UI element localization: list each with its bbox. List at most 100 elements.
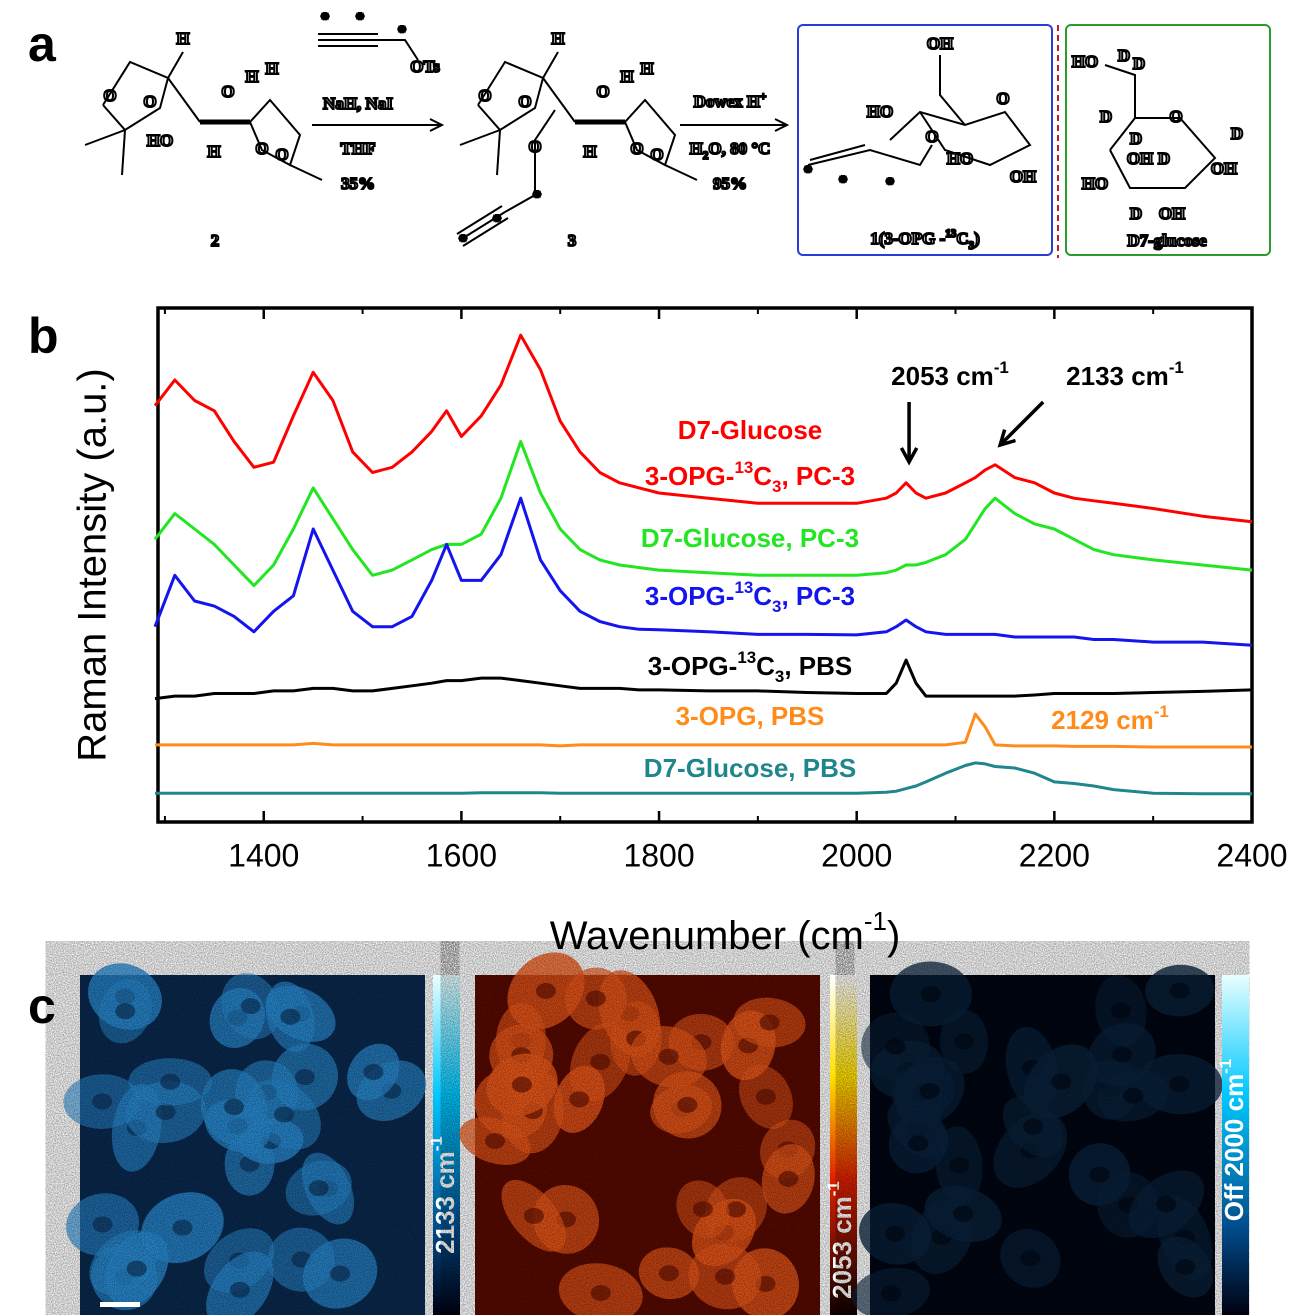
text-part: C [753, 581, 772, 611]
text-part: 1(3-OPG - [870, 229, 945, 248]
x-tick-label: 1600 [426, 837, 497, 873]
arrow [429, 118, 445, 132]
atom-label: H [265, 59, 278, 78]
text-part: 3 [772, 597, 781, 616]
atom-label: H [583, 142, 596, 161]
atom-label: O [275, 145, 288, 164]
colorbar [1222, 975, 1249, 1315]
text-part: C [753, 461, 772, 491]
product-box [797, 24, 1053, 256]
atom-label: HO [1072, 52, 1098, 71]
bond [462, 217, 509, 247]
series-label: 3-OPG-13C3, PC-3 [645, 458, 855, 496]
reaction-condition: NaH, NaI [323, 94, 393, 113]
bond [167, 51, 184, 79]
bond [807, 144, 933, 167]
bond [477, 60, 545, 132]
reaction-condition: H2O, 80 °C [690, 139, 771, 162]
text-part: H [690, 139, 703, 158]
series-label: D7-Glucose [678, 415, 823, 445]
annotation: 2053 cm-1 [891, 358, 1009, 391]
atom-label: D [1231, 124, 1243, 143]
bond [249, 98, 302, 167]
text-part: -1 [1169, 358, 1184, 377]
atom-label: HO [147, 131, 173, 150]
atom-label: O [518, 92, 531, 111]
text-part: 3-OPG, PBS [676, 701, 825, 731]
text-part: , PC-3 [781, 581, 855, 611]
bond [378, 39, 419, 61]
bond [664, 164, 698, 181]
atom-label: D [1130, 129, 1142, 148]
text-part: -1 [1154, 702, 1169, 721]
text-part: 3 [775, 667, 784, 686]
colorbar-label: 2133 cm-1 [427, 1136, 460, 1254]
x-tick-label: 1400 [228, 837, 299, 873]
atom-label: H [176, 29, 189, 48]
atom-label: * [839, 172, 848, 191]
text-part: D7-glucose [1127, 231, 1207, 250]
text-part: 2 [211, 231, 220, 250]
text-part: 3-OPG- [648, 651, 738, 681]
bond [939, 55, 966, 126]
atom-label: * [321, 9, 330, 28]
noise [870, 975, 1215, 1315]
spectrum-line [155, 712, 1252, 749]
atom-label: H [245, 67, 258, 86]
text-part: 35% [341, 174, 375, 193]
text-part: Off 2000 cm [1219, 1074, 1249, 1221]
text-part: 3 [772, 477, 781, 496]
atom-label: O [528, 137, 541, 156]
atom-label: H [551, 29, 564, 48]
bond [459, 211, 506, 241]
atom-label: HO [1082, 174, 1108, 193]
text-part: ) [974, 229, 980, 248]
atom-label: O [925, 127, 938, 146]
atom-label: HO [867, 102, 893, 121]
text-part: 2129 cm [1051, 705, 1154, 735]
spectrum-line [153, 496, 1253, 647]
colorbar [830, 975, 857, 1315]
bond [167, 77, 201, 123]
series-label: 3-OPG-13C3, PBS [648, 648, 852, 686]
atom-label: O [596, 82, 609, 101]
atom-label: OH [1127, 149, 1153, 168]
text-part: C [756, 651, 775, 681]
bond [102, 60, 170, 132]
text-part: , PC-3 [781, 461, 855, 491]
spectrum-line [154, 658, 1253, 701]
atom-label: * [459, 231, 468, 250]
bond [121, 129, 126, 176]
text-part: 13 [734, 578, 753, 597]
panel-letter: b [28, 308, 59, 364]
text-part: -1 [1216, 1059, 1235, 1074]
annotation-arrow [899, 402, 919, 466]
bond [542, 77, 576, 123]
bond [889, 110, 1032, 167]
spectrum-line [153, 440, 1253, 588]
annotation-arrow [997, 400, 1045, 448]
spectrum-line [153, 333, 1253, 524]
x-axis-title: Wavenumber (cm-1) [550, 906, 901, 958]
bond [456, 205, 503, 235]
panel-letter: a [28, 16, 57, 72]
text-part: 3-OPG- [645, 461, 735, 491]
text-part: O, 80 °C [708, 139, 770, 158]
text-part: 3-OPG- [645, 581, 735, 611]
colorbar [433, 975, 460, 1315]
text-part: + [760, 91, 766, 103]
annotation: 2129 cm-1 [1051, 702, 1169, 735]
text-part: Dowex H [694, 92, 761, 111]
atom-label: O [478, 86, 491, 105]
atom-label: HO [947, 149, 973, 168]
atom-label: D [1100, 107, 1112, 126]
reaction-condition: 35% [341, 174, 375, 193]
bond [289, 164, 323, 181]
bond [496, 129, 501, 176]
text-part: C [956, 229, 968, 248]
atom-label: OH [927, 34, 953, 53]
text-part: 13 [734, 458, 753, 477]
reaction-condition: 95% [713, 174, 747, 193]
text-part: -1 [427, 1136, 446, 1151]
